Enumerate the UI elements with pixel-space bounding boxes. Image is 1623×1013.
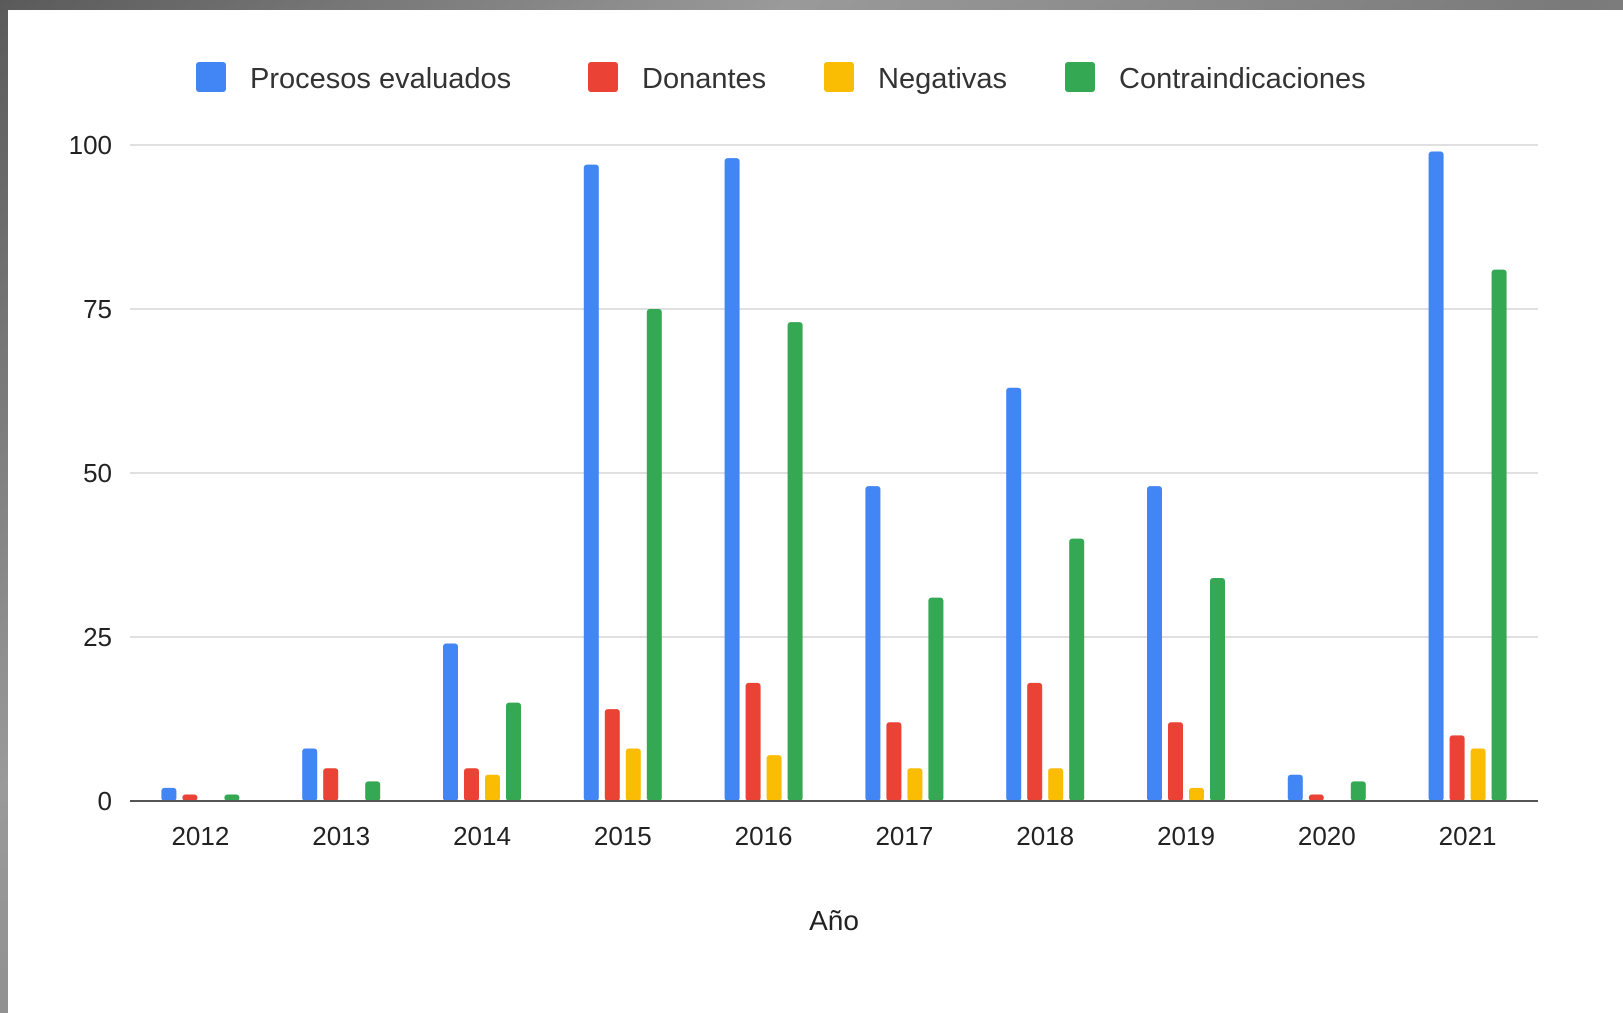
x-tick-label: 2014 bbox=[453, 821, 511, 851]
x-tick-labels: 2012 2013 2014 2015 2016 2017 2018 2019 2020 2021 bbox=[171, 821, 1496, 851]
bar-donantes-2020 bbox=[1308, 794, 1324, 801]
bar-negativas-2016 bbox=[766, 755, 782, 801]
x-tick-label: 2012 bbox=[171, 821, 229, 851]
x-tick-label: 2013 bbox=[312, 821, 370, 851]
legend-item-contraindicaciones: Contraindicaciones bbox=[1065, 62, 1366, 95]
gridlines bbox=[130, 144, 1538, 638]
bar-donantes-2012 bbox=[182, 794, 198, 801]
legend-label: Procesos evaluados bbox=[250, 63, 511, 95]
legend-item-procesos-evaluados: Procesos evaluados bbox=[196, 62, 511, 95]
bar-procesos-evaluados-2014 bbox=[443, 643, 458, 801]
legend-swatch bbox=[196, 62, 226, 92]
x-tick-label: 2021 bbox=[1439, 821, 1497, 851]
bar-contraindicaciones-2014 bbox=[506, 702, 521, 801]
x-tick-label: 2016 bbox=[735, 821, 793, 851]
legend-label: Negativas bbox=[878, 63, 1007, 95]
bar-negativas-2021 bbox=[1470, 748, 1486, 801]
bar-contraindicaciones-2018 bbox=[1069, 538, 1085, 801]
bar-negativas-2019 bbox=[1189, 787, 1204, 801]
y-tick-label: 50 bbox=[83, 458, 112, 488]
bar-procesos-evaluados-2013 bbox=[302, 748, 318, 801]
y-tick-label: 25 bbox=[83, 622, 112, 652]
bar-contraindicaciones-2016 bbox=[787, 322, 803, 801]
bar-procesos-evaluados-2018 bbox=[1006, 387, 1022, 801]
bar-procesos-evaluados-2020 bbox=[1287, 774, 1303, 801]
legend-label: Donantes bbox=[642, 63, 766, 95]
legend-label: Contraindicaciones bbox=[1119, 63, 1366, 95]
bar-negativas-2017 bbox=[907, 768, 923, 801]
legend-item-negativas: Negativas bbox=[824, 62, 1007, 95]
bar-procesos-evaluados-2019 bbox=[1147, 486, 1162, 801]
y-tick-labels: 0 25 50 75 100 bbox=[69, 130, 112, 816]
bar-contraindicaciones-2012 bbox=[224, 794, 240, 801]
x-axis-title: Año bbox=[809, 905, 859, 936]
bar-donantes-2021 bbox=[1449, 735, 1465, 801]
bar-contraindicaciones-2020 bbox=[1350, 781, 1366, 801]
x-tick-label: 2015 bbox=[594, 821, 652, 851]
legend-swatch bbox=[588, 62, 618, 92]
bar-contraindicaciones-2019 bbox=[1210, 577, 1225, 801]
bar-procesos-evaluados-2021 bbox=[1428, 151, 1444, 801]
legend-swatch bbox=[824, 62, 854, 92]
chart-panel: 0 25 50 75 100 2012 2013 2014 2015 2016 2017 2018 2… bbox=[8, 10, 1623, 1013]
bar-procesos-evaluados-2015 bbox=[583, 164, 599, 801]
y-tick-label: 100 bbox=[69, 130, 112, 160]
bar-donantes-2013 bbox=[323, 768, 339, 801]
bar-donantes-2017 bbox=[886, 722, 902, 801]
y-tick-label: 75 bbox=[83, 294, 112, 324]
bar-contraindicaciones-2013 bbox=[365, 781, 381, 801]
bar-negativas-2014 bbox=[485, 774, 500, 801]
x-tick-label: 2018 bbox=[1016, 821, 1074, 851]
bar-procesos-evaluados-2012 bbox=[161, 787, 177, 801]
bar-negativas-2018 bbox=[1048, 768, 1064, 801]
bar-donantes-2018 bbox=[1027, 682, 1043, 801]
legend-swatch bbox=[1065, 62, 1095, 92]
bar-negativas-2015 bbox=[625, 748, 641, 801]
legend: Procesos evaluados Donantes Negativas Contr… bbox=[196, 62, 1366, 95]
bar-donantes-2019 bbox=[1168, 722, 1183, 801]
x-tick-label: 2019 bbox=[1157, 821, 1215, 851]
bar-procesos-evaluados-2017 bbox=[865, 486, 881, 801]
x-tick-label: 2017 bbox=[875, 821, 933, 851]
y-tick-label: 0 bbox=[98, 786, 112, 816]
bar-contraindicaciones-2015 bbox=[646, 309, 662, 801]
bar-contraindicaciones-2021 bbox=[1491, 269, 1507, 801]
bar-donantes-2016 bbox=[745, 682, 761, 801]
bar-donantes-2015 bbox=[604, 709, 620, 801]
legend-item-donantes: Donantes bbox=[588, 62, 766, 95]
bar-donantes-2014 bbox=[464, 768, 479, 801]
x-tick-label: 2020 bbox=[1298, 821, 1356, 851]
bars bbox=[161, 151, 1507, 801]
bar-contraindicaciones-2017 bbox=[928, 597, 944, 801]
bar-procesos-evaluados-2016 bbox=[724, 158, 740, 801]
